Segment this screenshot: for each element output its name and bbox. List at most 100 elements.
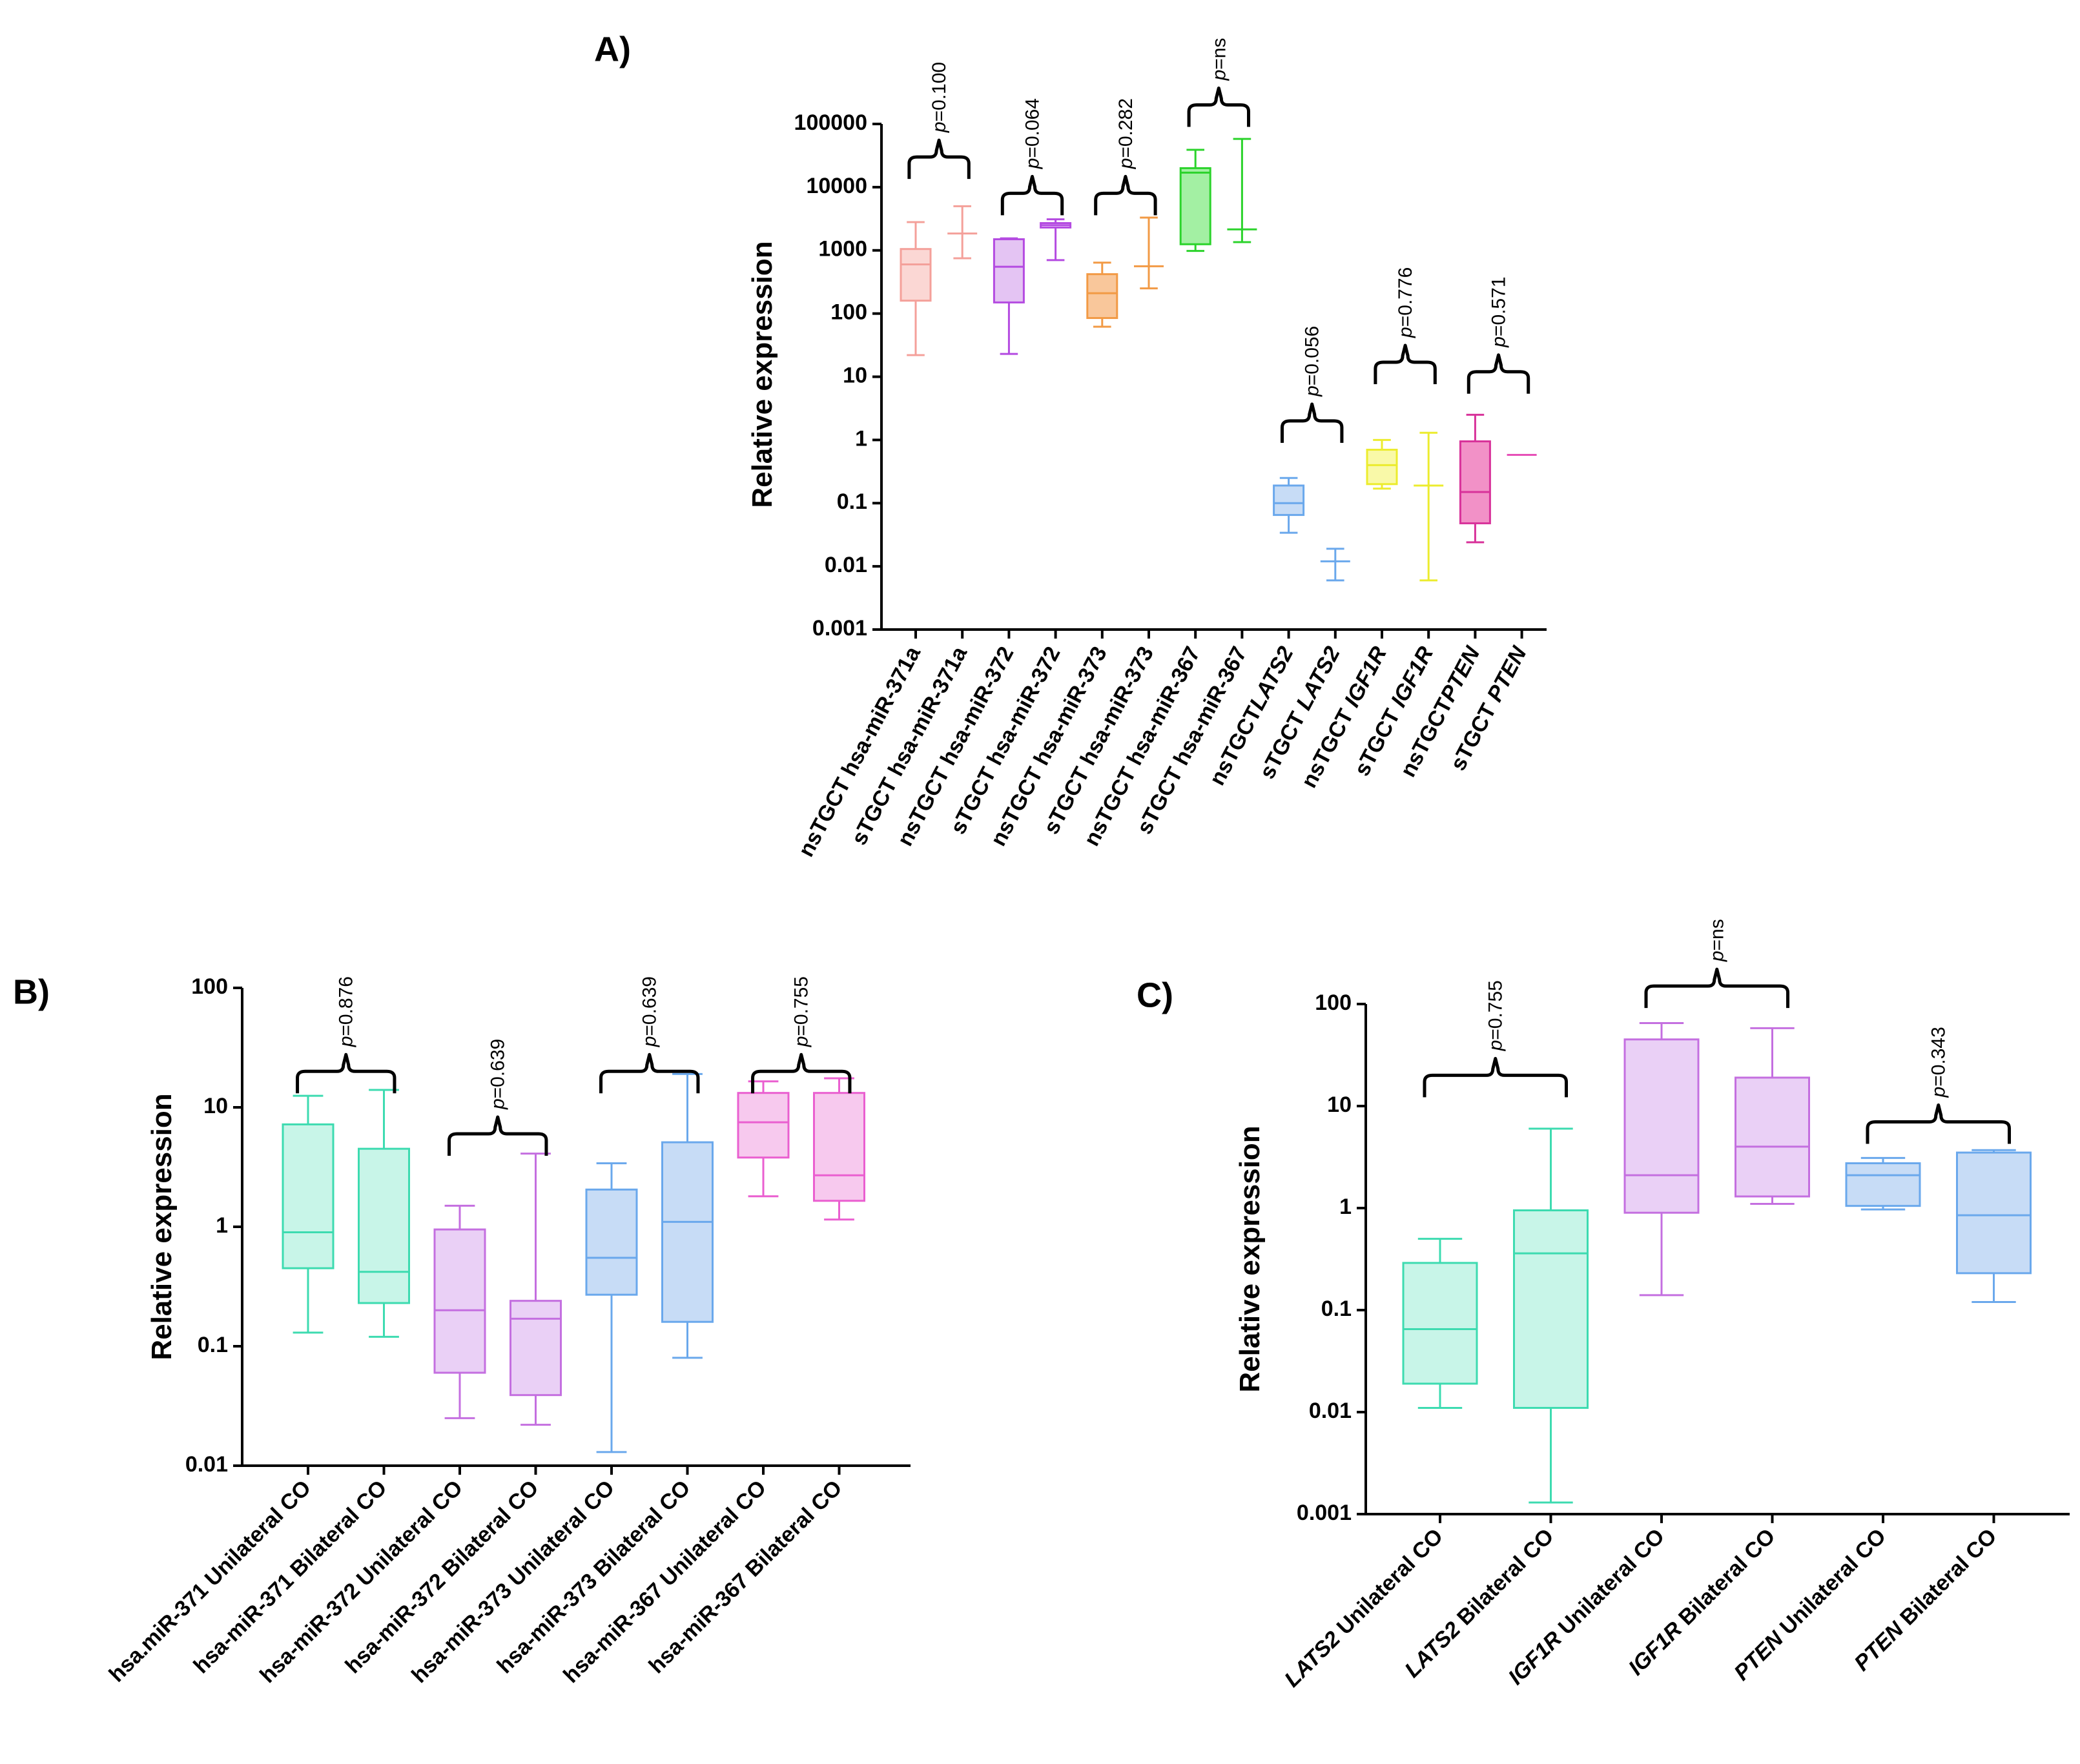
box-plot-group <box>661 1072 714 1359</box>
box-plot-group <box>1134 216 1164 290</box>
p-value-text: =0.064 <box>1022 98 1044 158</box>
y-tick-label: 0.01 <box>825 553 867 577</box>
box-plot-group <box>510 1153 562 1426</box>
p-value-label: p=0.064 <box>1022 98 1044 169</box>
box-plot-group <box>1402 1238 1478 1409</box>
p-value-label: p=0.755 <box>791 976 812 1047</box>
y-tick-label: 100 <box>191 974 228 999</box>
category-gene-name: LATS2 <box>1400 1617 1465 1682</box>
box-iqr <box>510 1300 562 1397</box>
box-plot-group <box>1366 438 1398 490</box>
panel-label: C) <box>1137 976 1173 1014</box>
p-value-label: p=0.100 <box>929 62 950 133</box>
significance-brace <box>907 138 971 179</box>
box-plot-group <box>1320 548 1350 582</box>
box-plot-group <box>1414 431 1444 582</box>
box-iqr <box>1956 1151 2032 1275</box>
p-value-text: =0.639 <box>488 1039 509 1099</box>
box-iqr <box>433 1228 486 1374</box>
significance-brace <box>1374 344 1437 384</box>
box-plot-group <box>993 237 1025 355</box>
box-plot-group <box>813 1077 865 1221</box>
p-symbol: p <box>639 1036 661 1048</box>
p-symbol: p <box>1208 70 1230 81</box>
box-plot-group <box>1040 218 1072 262</box>
p-symbol: p <box>336 1036 357 1048</box>
y-tick-label: 100 <box>830 300 867 325</box>
y-axis-title: Relative expression <box>146 1093 178 1360</box>
p-symbol: p <box>1488 336 1510 348</box>
p-value-text: =0.876 <box>336 976 357 1036</box>
category-text: Unilateral CO <box>1549 1524 1669 1644</box>
box-plot-group <box>1735 1027 1810 1205</box>
y-tick-label: 0.1 <box>198 1333 228 1357</box>
significance-brace <box>599 1052 700 1094</box>
y-tick-label: 0.001 <box>812 616 867 641</box>
box-iqr <box>1366 449 1398 486</box>
p-value-text: =0.100 <box>929 62 950 122</box>
category-gene-name: LATS2 <box>1280 1626 1345 1692</box>
box-plot-group <box>1459 413 1491 544</box>
p-value-text: =ns <box>1707 919 1728 950</box>
significance-brace <box>1866 1103 2012 1144</box>
p-value-label: p=0.755 <box>1485 980 1507 1051</box>
category-gene-name: IGF1R <box>1624 1617 1687 1680</box>
box-iqr <box>661 1141 714 1323</box>
y-tick-label: 0.1 <box>837 489 867 514</box>
y-tick-label: 1 <box>216 1213 228 1238</box>
y-tick-label: 10 <box>1327 1092 1352 1117</box>
box-iqr <box>900 248 932 302</box>
category-gene-name: IGF1R <box>1339 642 1392 712</box>
significance-brace <box>751 1052 852 1094</box>
p-value-label: p=0.343 <box>1928 1027 1950 1098</box>
y-tick-label: 0.01 <box>185 1452 228 1477</box>
significance-brace <box>1000 174 1064 216</box>
p-value-text: =0.776 <box>1395 267 1416 327</box>
significance-brace <box>1094 174 1157 216</box>
box-iqr <box>813 1092 865 1202</box>
box-plot-group <box>433 1204 486 1419</box>
p-symbol: p <box>791 1036 812 1048</box>
significance-brace <box>1644 967 1790 1009</box>
box-plot-group <box>1086 262 1118 328</box>
y-tick-label: 1000 <box>818 237 867 262</box>
p-value-text: =0.056 <box>1302 326 1323 386</box>
y-tick-label: 0.001 <box>1297 1501 1352 1525</box>
p-value-text: =0.639 <box>639 976 661 1036</box>
box-plot-group <box>737 1080 790 1198</box>
panel-label: B) <box>13 972 50 1011</box>
box-plot-group <box>1513 1127 1589 1504</box>
significance-brace <box>296 1052 396 1094</box>
category-text: Bilateral CO <box>1448 1524 1558 1634</box>
p-value-text: =0.755 <box>1485 980 1507 1040</box>
significance-brace <box>1467 353 1530 394</box>
box-plot-group <box>1227 138 1257 243</box>
y-tick-label: 10000 <box>806 174 867 198</box>
box-iqr <box>1735 1076 1810 1198</box>
y-tick-label: 100 <box>1315 990 1352 1015</box>
box-plot-group <box>282 1094 335 1334</box>
p-symbol: p <box>1395 327 1416 338</box>
p-symbol: p <box>1302 385 1323 397</box>
p-value-text: =0.343 <box>1928 1027 1950 1087</box>
panel-a-chart: A) Relative expression 0.001 0.01 0.1 1 10 100 1… <box>594 30 1547 861</box>
p-value-text: =0.571 <box>1488 276 1510 336</box>
category-text: Bilateral CO <box>1669 1524 1780 1634</box>
p-value-label: p=0.639 <box>639 976 661 1047</box>
p-symbol: p <box>1707 950 1728 962</box>
box-plot-group <box>947 205 978 260</box>
y-tick-label: 10 <box>203 1094 228 1118</box>
y-tick-label: 1 <box>1339 1195 1352 1219</box>
box-plot-group <box>1845 1156 1921 1211</box>
category-gene-name: IGF1R <box>1503 1626 1567 1690</box>
significance-brace <box>1280 402 1344 443</box>
category-text: Bilateral CO <box>1891 1524 2001 1634</box>
panel-b-chart: B)Relative expression0.010.1110100hsa.mi… <box>13 972 911 1688</box>
p-value-label: p=0.776 <box>1395 267 1416 338</box>
box-iqr <box>1513 1209 1589 1409</box>
box-iqr <box>1845 1162 1921 1207</box>
p-value-label: p=ns <box>1208 38 1230 81</box>
box-plot-group <box>1273 477 1305 534</box>
box-iqr <box>358 1147 410 1304</box>
